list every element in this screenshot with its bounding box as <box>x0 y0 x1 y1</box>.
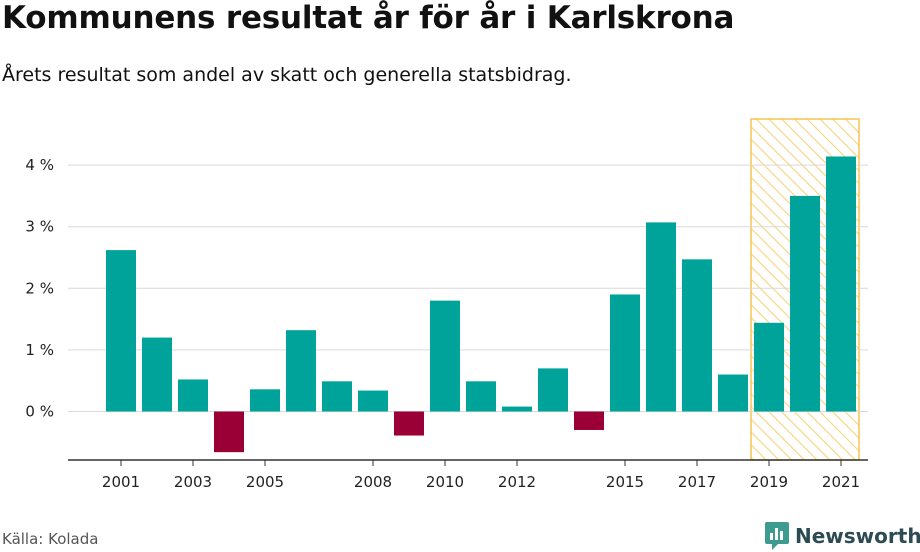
bar-2011 <box>466 381 496 412</box>
bar-2002 <box>142 337 172 412</box>
bar-2020 <box>790 195 820 412</box>
bar-2005 <box>250 389 280 412</box>
bar-2004 <box>214 411 244 453</box>
y-tick-label: 4 % <box>25 156 54 174</box>
x-tick-label: 2019 <box>750 473 788 491</box>
chart-subtitle: Årets resultat som andel av skatt och ge… <box>2 64 572 86</box>
x-tick-label: 2017 <box>678 473 716 491</box>
bar-2016 <box>646 222 676 412</box>
chart-title: Kommunens resultat år för år i Karlskron… <box>2 0 735 36</box>
y-tick-label: 3 % <box>25 218 54 236</box>
bar-2019 <box>754 322 784 412</box>
x-tick-label: 2015 <box>606 473 644 491</box>
bar-2014 <box>574 411 604 430</box>
y-tick-label: 0 % <box>25 403 54 421</box>
bar-2013 <box>538 368 568 412</box>
bar-2009 <box>394 411 424 436</box>
bar-2017 <box>682 259 712 412</box>
bar-2008 <box>358 390 388 412</box>
bar-2001 <box>106 250 136 412</box>
x-tick-label: 2003 <box>174 473 212 491</box>
bar-2010 <box>430 300 460 412</box>
x-tick-label: 2021 <box>822 473 860 491</box>
bar-2007 <box>322 381 352 412</box>
y-tick-label: 2 % <box>25 279 54 297</box>
x-tick-label: 2005 <box>246 473 284 491</box>
brand-name: Newsworthy <box>795 524 920 548</box>
bar-2006 <box>286 330 316 412</box>
bar-chart: 0 % 1 % 2 % 3 % 4 % 2001 2003 2005 2008 2010 2012 2… <box>25 118 868 491</box>
brand-logo: Newsworthy <box>764 520 920 552</box>
x-tick-label: 2010 <box>426 473 464 491</box>
bar-2003 <box>178 379 208 412</box>
bar-2015 <box>610 294 640 412</box>
x-tick-label: 2001 <box>102 473 140 491</box>
y-tick-label: 1 % <box>25 341 54 359</box>
source-note: Källa: Kolada <box>2 530 99 548</box>
bar-chart-bubble-icon <box>765 522 789 550</box>
x-tick-label: 2012 <box>498 473 536 491</box>
bar-2012 <box>502 406 532 412</box>
x-tick-label: 2008 <box>354 473 392 491</box>
bar-2018 <box>718 374 748 412</box>
bar-2021 <box>826 156 856 412</box>
